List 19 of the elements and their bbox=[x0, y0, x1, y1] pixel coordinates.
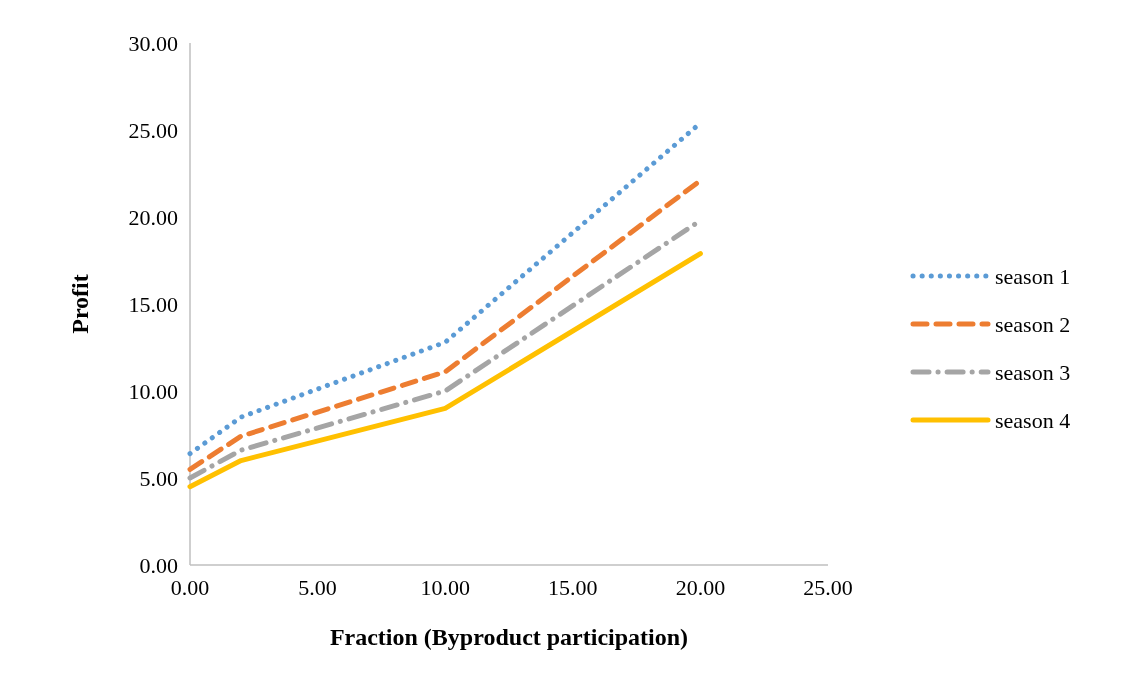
x-tick-label: 10.00 bbox=[420, 575, 470, 600]
legend-label: season 4 bbox=[995, 407, 1071, 433]
y-tick-label: 15.00 bbox=[128, 291, 178, 317]
y-tick-label: 30.00 bbox=[128, 30, 178, 56]
legend-label: season 2 bbox=[995, 311, 1071, 337]
y-axis-title: Profit bbox=[67, 274, 93, 334]
x-tick-label: 0.00 bbox=[170, 575, 210, 600]
legend-label: season 3 bbox=[995, 359, 1071, 385]
x-tick-label: 5.00 bbox=[298, 575, 337, 600]
y-tick-label: 25.00 bbox=[128, 117, 178, 143]
x-tick-label: 15.00 bbox=[548, 575, 598, 600]
legend-label: season 1 bbox=[995, 263, 1071, 289]
y-tick-label: 5.00 bbox=[139, 465, 178, 491]
y-tick-label: 10.00 bbox=[128, 378, 178, 404]
x-tick-label: 20.00 bbox=[675, 575, 726, 600]
y-tick-label: 0.00 bbox=[139, 552, 178, 578]
x-axis-title: Fraction (Byproduct participation) bbox=[329, 624, 689, 650]
x-tick-label: 25.00 bbox=[803, 575, 853, 600]
y-tick-label: 20.00 bbox=[128, 204, 178, 230]
